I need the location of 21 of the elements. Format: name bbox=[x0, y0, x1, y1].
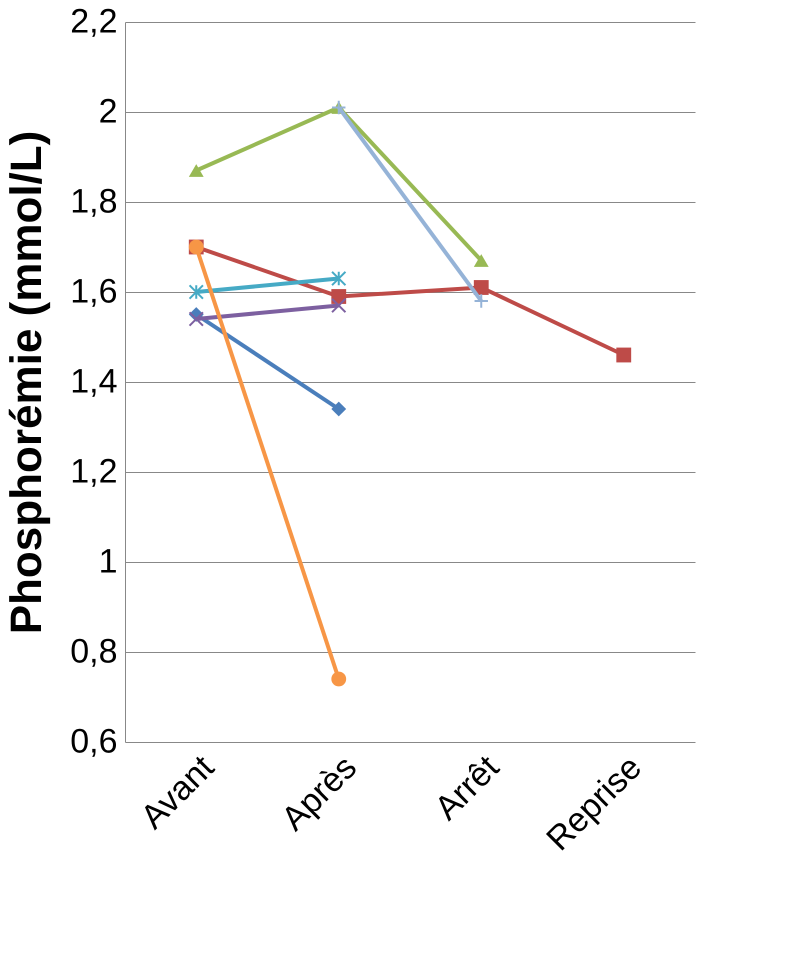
y-tick-label: 1 bbox=[98, 542, 118, 580]
point bbox=[474, 254, 489, 267]
y-tick-label: 1,2 bbox=[70, 452, 118, 490]
point bbox=[331, 298, 346, 314]
y-tick-label: 2 bbox=[98, 92, 118, 130]
y-tick-label: 0,8 bbox=[70, 632, 118, 670]
point bbox=[331, 270, 346, 286]
point bbox=[616, 348, 632, 362]
y-tick-label: 1,4 bbox=[70, 362, 118, 400]
y-tick-label: 0,6 bbox=[70, 722, 118, 760]
point bbox=[188, 284, 204, 300]
point bbox=[474, 293, 489, 309]
point bbox=[188, 164, 204, 177]
y-tick-label: 1,8 bbox=[70, 182, 118, 220]
point bbox=[188, 311, 204, 327]
y-axis-title: Phosphorémie (mmol/L) bbox=[2, 130, 52, 634]
y-tick-label: 2,2 bbox=[70, 2, 118, 40]
point bbox=[474, 280, 489, 295]
point bbox=[331, 672, 346, 686]
point bbox=[331, 402, 346, 416]
y-tick-label: 1,6 bbox=[70, 272, 118, 310]
